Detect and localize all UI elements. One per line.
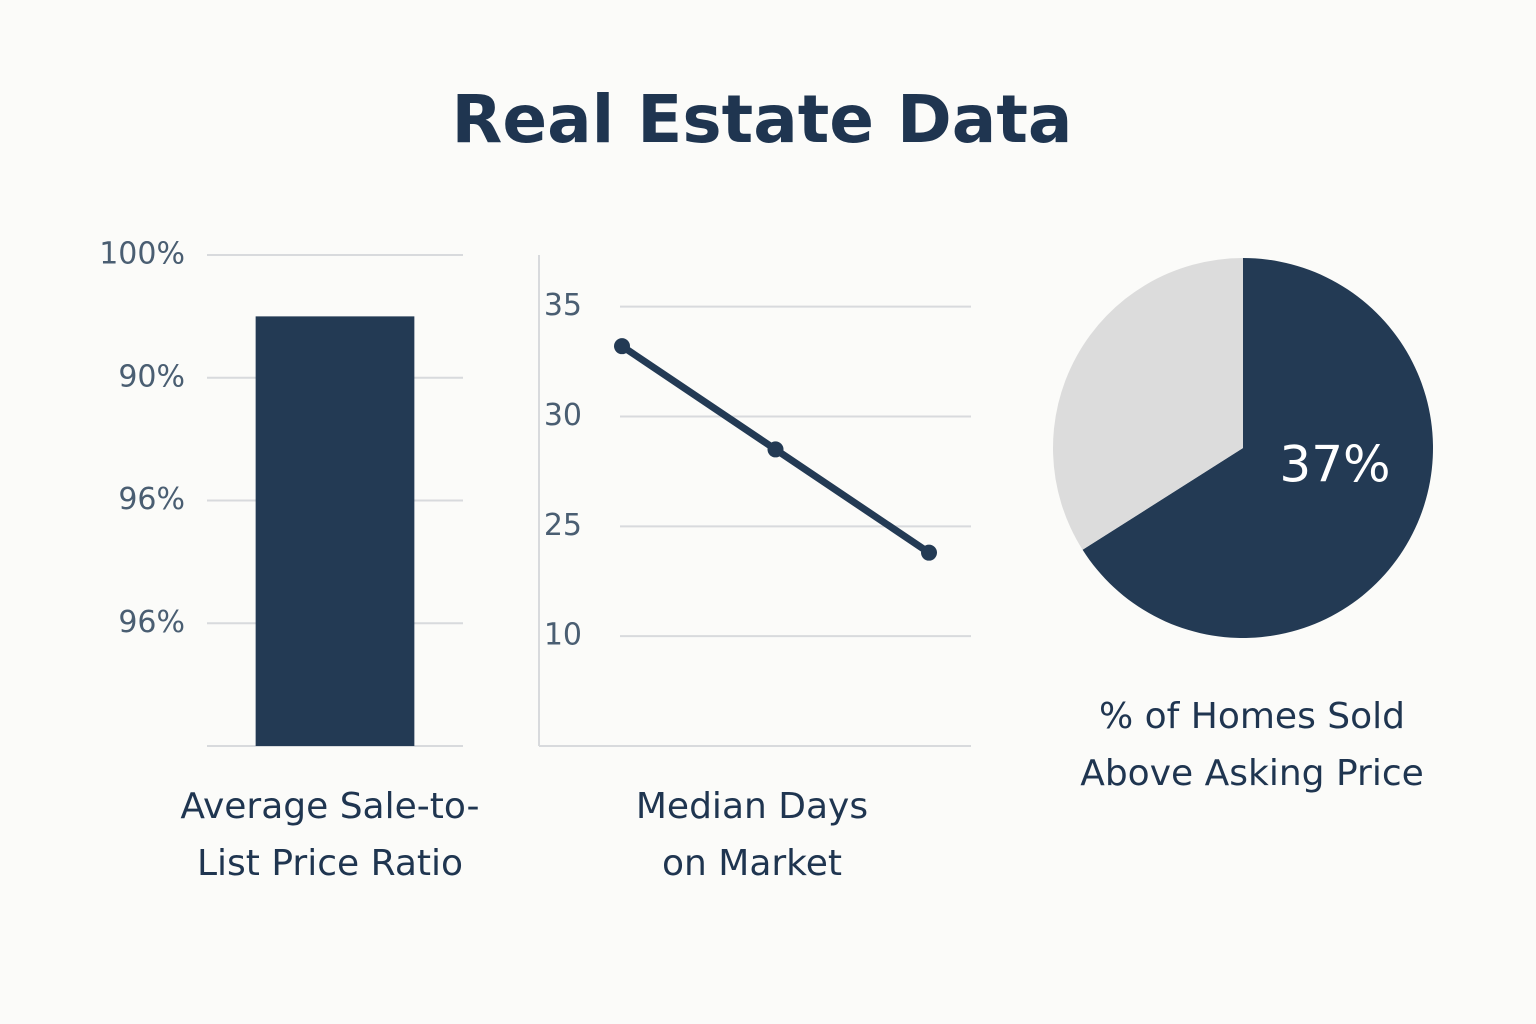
point [767,441,784,458]
chart-caption: % of Homes Sold [1099,696,1405,737]
pie-label: 37% [1279,436,1390,494]
point [921,544,937,561]
chart-caption: Median Days [636,786,868,827]
y-tick-label: 96% [118,482,185,517]
y-tick-label: 30 [544,398,582,433]
title: Real Estate Data [452,81,1073,158]
chart-caption: List Price Ratio [197,843,463,884]
chart-caption: Average Sale-to- [180,786,479,827]
y-tick-label: 100% [99,237,185,272]
y-tick-label: 25 [544,508,582,543]
y-tick-label: 90% [118,359,185,394]
bar [255,316,415,746]
y-tick-label: 10 [544,618,582,653]
chart-caption: Above Asking Price [1080,753,1424,794]
point [614,338,630,355]
pie-slice [1053,258,1243,550]
y-tick-label: 35 [544,288,582,323]
chart-caption: on Market [662,843,842,884]
pie-slice [1082,258,1434,639]
y-tick-label: 96% [118,605,185,640]
